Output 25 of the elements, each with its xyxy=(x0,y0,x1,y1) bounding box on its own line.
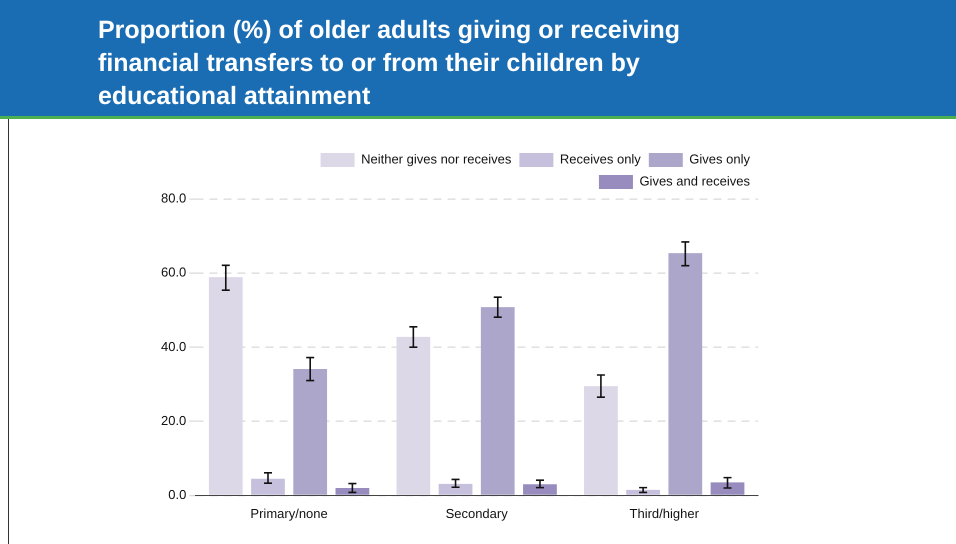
bar xyxy=(336,488,370,495)
legend-label: Gives only xyxy=(689,152,750,167)
x-tick-label: Secondary xyxy=(446,506,508,521)
x-tick-label: Third/higher xyxy=(630,506,700,521)
bar xyxy=(626,490,660,495)
bar xyxy=(668,253,702,495)
bar xyxy=(293,369,328,495)
bar xyxy=(396,336,430,495)
chart-title: Proportion (%) of older adults giving or receiving financial transfers to or from their children by educational attainment xyxy=(98,15,681,112)
bar xyxy=(480,307,515,495)
y-tick-label: 40.0 xyxy=(160,338,186,354)
y-tick-label: 20.0 xyxy=(160,412,186,428)
bar xyxy=(438,484,472,495)
bar xyxy=(584,386,618,495)
legend-label: Gives and receives xyxy=(639,174,750,189)
y-tick-label: 0.0 xyxy=(168,486,186,502)
legend-label: Neither gives nor receives xyxy=(361,152,512,167)
y-tick-label: 80.0 xyxy=(160,190,186,206)
bar xyxy=(523,484,557,495)
x-tick-label: Primary/none xyxy=(250,506,328,521)
legend-label: Receives only xyxy=(560,152,642,167)
y-tick-label: 60.0 xyxy=(160,264,186,280)
bar xyxy=(208,277,243,495)
bar xyxy=(710,482,744,495)
bar xyxy=(251,478,285,495)
